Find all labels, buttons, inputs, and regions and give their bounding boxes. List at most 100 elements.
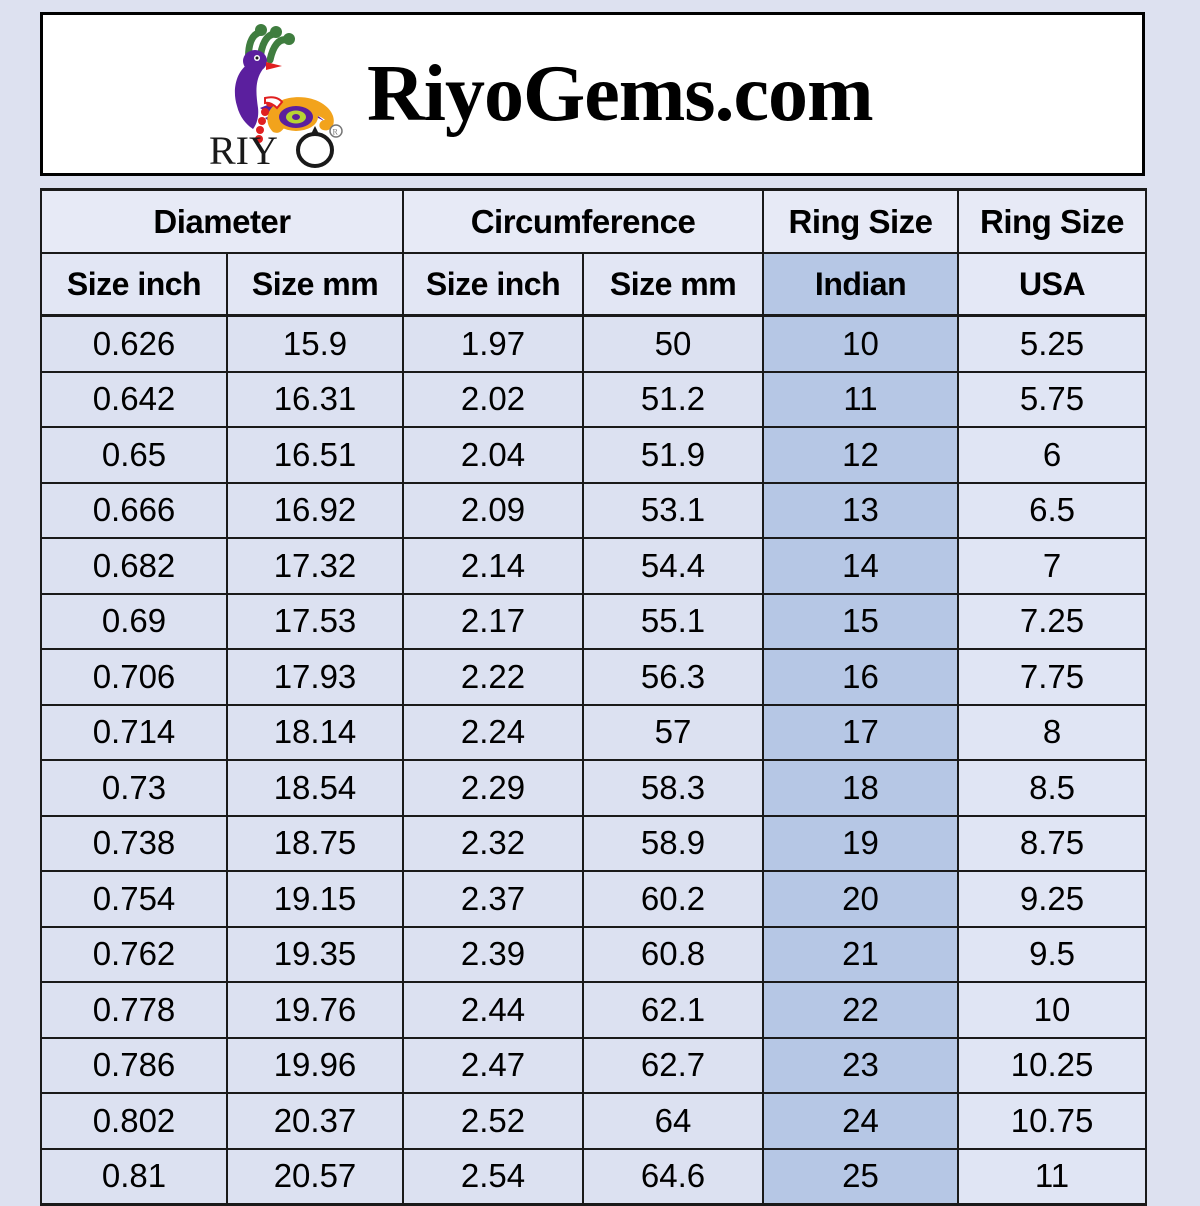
table-cell-usa: 8 <box>957 704 1148 761</box>
table-cell-size-inch: 0.706 <box>40 649 228 706</box>
table-cell-indian: 10 <box>762 315 960 373</box>
table-cell-size-inch: 2.52 <box>402 1093 585 1150</box>
table-cell-size-inch: 0.754 <box>40 871 228 928</box>
table-cell-size-mm: 19.35 <box>225 926 405 983</box>
table-cell-size-mm: 19.96 <box>225 1037 405 1094</box>
table-cell-indian: 14 <box>762 538 960 595</box>
table-cell-size-inch: 0.714 <box>40 704 228 761</box>
table-cell-size-mm: 16.51 <box>225 427 405 484</box>
ring-size-table: Diameter Circumference Ring Size Ring Si… <box>39 188 1148 1206</box>
table-cell-size-inch: 2.47 <box>402 1037 585 1094</box>
table-cell-usa: 6 <box>957 427 1148 484</box>
table-cell-size-inch: 0.786 <box>40 1037 228 1094</box>
table-cell-usa: 5.25 <box>957 315 1148 373</box>
table-cell-size-mm: 62.1 <box>582 982 765 1039</box>
table-cell-size-mm: 56.3 <box>582 649 765 706</box>
table-cell-size-inch: 2.54 <box>402 1148 585 1205</box>
table-row: 0.714 18.14 2.24 57 17 8 <box>40 704 1148 761</box>
table-cell-usa: 6.5 <box>957 482 1148 539</box>
table-cell-indian: 25 <box>762 1148 960 1205</box>
table-cell-indian: 17 <box>762 704 960 761</box>
table-row: 0.69 17.53 2.17 55.1 15 7.25 <box>40 593 1148 650</box>
table-cell-size-inch: 2.44 <box>402 982 585 1039</box>
table-row: 0.682 17.32 2.14 54.4 14 7 <box>40 538 1148 595</box>
table-cell-size-inch: 0.778 <box>40 982 228 1039</box>
table-cell-size-mm: 55.1 <box>582 593 765 650</box>
brand-title: RiyoGems.com <box>367 50 874 138</box>
table-cell-usa: 9.25 <box>957 871 1148 928</box>
table-cell-size-inch: 0.762 <box>40 926 228 983</box>
table-cell-indian: 12 <box>762 427 960 484</box>
table-cell-size-inch: 2.37 <box>402 871 585 928</box>
group-header-diameter: Diameter <box>39 189 405 254</box>
table-cell-indian: 19 <box>762 815 960 872</box>
table-row: 0.666 16.92 2.09 53.1 13 6.5 <box>40 482 1148 539</box>
brand-banner: RIY R RiyoGems.com <box>40 12 1145 176</box>
table-cell-size-mm: 20.57 <box>225 1148 405 1205</box>
table-row: 0.802 20.37 2.52 64 24 10.75 <box>40 1093 1148 1150</box>
table-cell-size-inch: 0.738 <box>40 815 228 872</box>
table-cell-size-inch: 2.17 <box>402 593 585 650</box>
peacock-logo-icon: RIY R <box>203 20 353 168</box>
table-cell-usa: 7 <box>957 538 1148 595</box>
group-header-circumference: Circumference <box>402 189 765 254</box>
table-row: 0.762 19.35 2.39 60.8 21 9.5 <box>40 926 1148 983</box>
table-row: 0.642 16.31 2.02 51.2 11 5.75 <box>40 371 1148 428</box>
table-cell-usa: 10.75 <box>957 1093 1148 1150</box>
table-row: 0.786 19.96 2.47 62.7 23 10.25 <box>40 1037 1148 1094</box>
table-cell-size-inch: 0.682 <box>40 538 228 595</box>
table-cell-size-mm: 64.6 <box>582 1148 765 1205</box>
table-cell-size-mm: 64 <box>582 1093 765 1150</box>
table-cell-usa: 10.25 <box>957 1037 1148 1094</box>
table-cell-size-inch: 0.81 <box>40 1148 228 1205</box>
table-cell-indian: 21 <box>762 926 960 983</box>
table-cell-size-inch: 0.666 <box>40 482 228 539</box>
table-cell-size-mm: 19.15 <box>225 871 405 928</box>
table-cell-usa: 7.75 <box>957 649 1148 706</box>
table-cell-size-mm: 51.2 <box>582 371 765 428</box>
column-header-circumference-inch: Size inch <box>402 253 585 317</box>
column-header-indian: Indian <box>762 253 960 317</box>
table-row: 0.626 15.9 1.97 50 10 5.25 <box>40 315 1148 373</box>
table-cell-size-mm: 54.4 <box>582 538 765 595</box>
table-header: Diameter Circumference Ring Size Ring Si… <box>39 189 1148 317</box>
table-row: 0.81 20.57 2.54 64.6 25 11 <box>40 1148 1148 1205</box>
table-cell-indian: 11 <box>762 371 960 428</box>
table-cell-size-mm: 58.9 <box>582 815 765 872</box>
table-cell-indian: 20 <box>762 871 960 928</box>
table-cell-size-inch: 0.69 <box>40 593 228 650</box>
table-cell-size-inch: 2.29 <box>402 760 585 817</box>
table-cell-size-inch: 0.65 <box>40 427 228 484</box>
table-cell-size-inch: 2.22 <box>402 649 585 706</box>
table-cell-usa: 8.75 <box>957 815 1148 872</box>
column-header-usa: USA <box>957 253 1148 317</box>
table-cell-size-mm: 60.8 <box>582 926 765 983</box>
table-cell-usa: 9.5 <box>957 926 1148 983</box>
table-cell-indian: 15 <box>762 593 960 650</box>
table-cell-usa: 11 <box>957 1148 1148 1205</box>
table-row: 0.778 19.76 2.44 62.1 22 10 <box>40 982 1148 1039</box>
table-cell-size-inch: 0.642 <box>40 371 228 428</box>
table-cell-indian: 24 <box>762 1093 960 1150</box>
table-cell-indian: 18 <box>762 760 960 817</box>
table-row: 0.65 16.51 2.04 51.9 12 6 <box>40 427 1148 484</box>
table-row: 0.706 17.93 2.22 56.3 16 7.75 <box>40 649 1148 706</box>
table-cell-size-mm: 19.76 <box>225 982 405 1039</box>
table-cell-size-mm: 18.14 <box>225 704 405 761</box>
table-cell-size-mm: 15.9 <box>225 315 405 373</box>
group-header-ring-size-indian: Ring Size <box>762 189 960 254</box>
table-row: 0.738 18.75 2.32 58.9 19 8.75 <box>40 815 1148 872</box>
table-cell-size-inch: 2.39 <box>402 926 585 983</box>
table-body: 0.626 15.9 1.97 50 10 5.25 0.642 16.31 2.02 51.2 1… <box>40 315 1148 1205</box>
table-cell-usa: 7.25 <box>957 593 1148 650</box>
table-cell-size-inch: 0.73 <box>40 760 228 817</box>
table-cell-size-inch: 0.802 <box>40 1093 228 1150</box>
size-table-container: Diameter Circumference Ring Size Ring Si… <box>39 188 1148 1206</box>
table-cell-size-mm: 53.1 <box>582 482 765 539</box>
table-cell-size-inch: 2.09 <box>402 482 585 539</box>
table-cell-size-mm: 16.31 <box>225 371 405 428</box>
column-header-diameter-inch: Size inch <box>40 253 228 317</box>
table-cell-indian: 22 <box>762 982 960 1039</box>
table-cell-size-inch: 2.24 <box>402 704 585 761</box>
